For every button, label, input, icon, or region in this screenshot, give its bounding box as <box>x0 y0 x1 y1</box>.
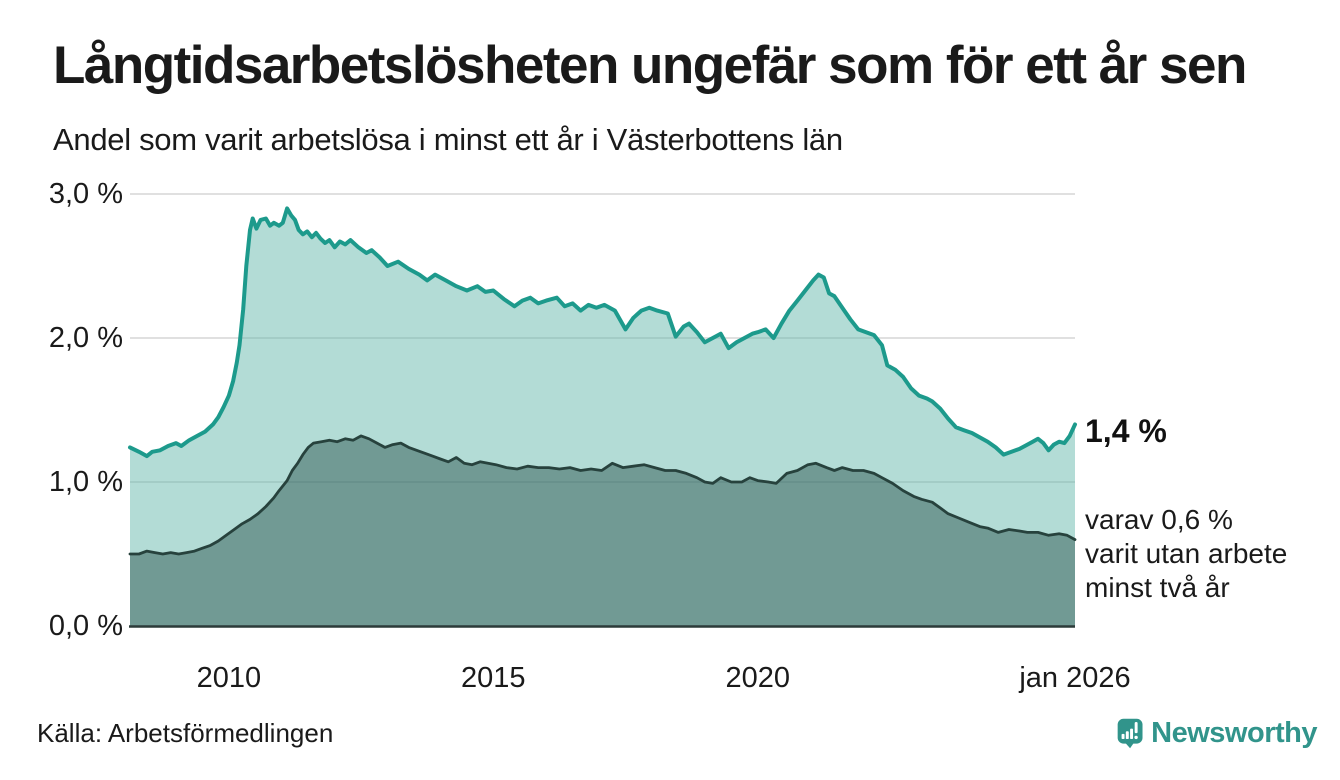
source-attribution: Källa: Arbetsförmedlingen <box>37 718 334 748</box>
x-axis-tick-label: 2015 <box>461 662 526 694</box>
x-axis-tick-label: 2010 <box>196 662 262 694</box>
secondary-annotation-line: varit utan arbete <box>1085 538 1288 569</box>
secondary-annotation: varav 0,6 % varit utan arbete minst två … <box>1085 503 1287 605</box>
page-subtitle: Andel som varit arbetslösa i minst ett å… <box>53 122 843 157</box>
y-axis-tick-label: 3,0 % <box>48 178 123 210</box>
y-axis-tick-label: 0,0 % <box>48 610 123 642</box>
y-axis-tick-label: 2,0 % <box>48 322 123 354</box>
brand-name: Newsworthy <box>1151 716 1317 749</box>
newsworthy-bubble-chart-icon <box>1117 718 1143 748</box>
x-axis-tick-label: 2020 <box>725 662 790 694</box>
secondary-annotation-line: minst två år <box>1085 572 1230 603</box>
y-axis-tick-label: 1,0 % <box>48 466 123 498</box>
latest-value-label: 1,4 % <box>1085 413 1167 449</box>
secondary-annotation-line: varav 0,6 % <box>1085 504 1233 535</box>
newsworthy-logo: Newsworthy <box>1117 708 1317 758</box>
x-axis-tick-label: jan 2026 <box>1019 662 1131 694</box>
page-title: Långtidsarbetslösheten ungefär som för e… <box>53 36 1247 95</box>
